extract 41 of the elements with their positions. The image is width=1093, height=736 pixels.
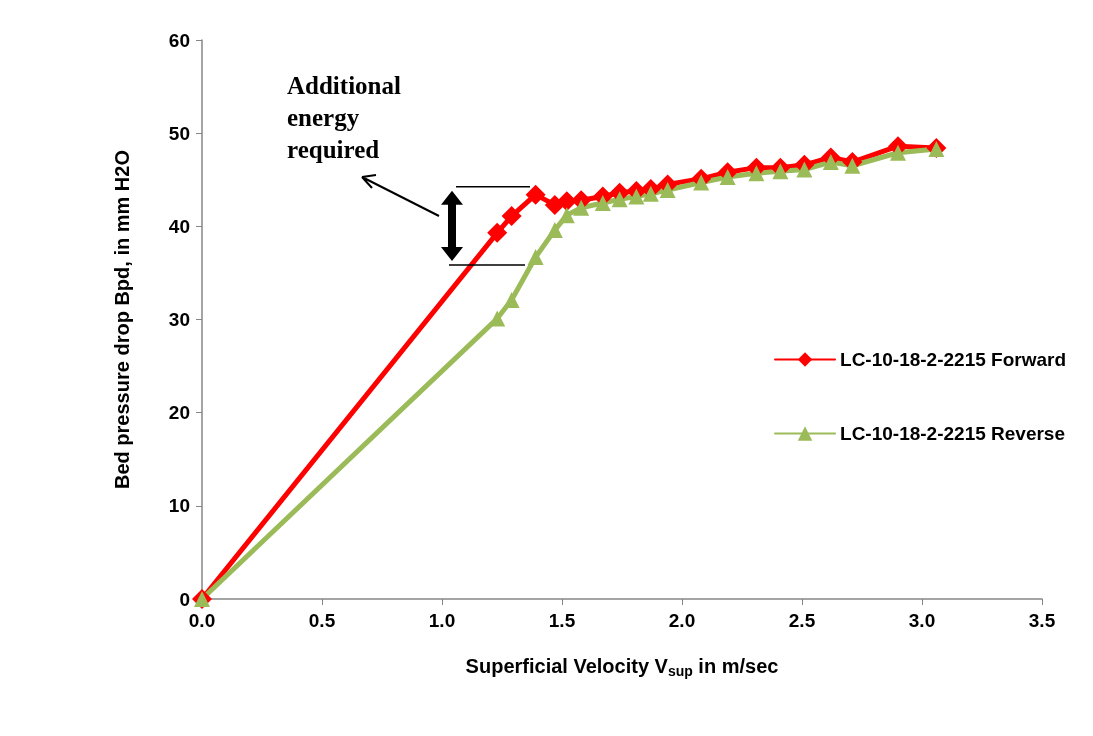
point — [556, 191, 577, 212]
point — [642, 185, 659, 202]
x-tick-label: 0.0 — [188, 610, 216, 631]
x-tick-label: 1.0 — [428, 610, 456, 631]
y-tick-label: 40 — [168, 215, 190, 237]
y-tick-label: 10 — [168, 495, 190, 517]
x-tick-label: 0.5 — [308, 610, 336, 631]
point — [748, 165, 765, 182]
point — [503, 291, 520, 308]
y-tick-label: 60 — [168, 29, 190, 51]
y-tick-label: 0 — [179, 588, 190, 610]
point — [501, 206, 522, 227]
y-tick-label: 30 — [168, 309, 190, 330]
point — [822, 154, 839, 171]
point — [772, 163, 789, 180]
point — [719, 168, 736, 185]
point — [558, 207, 575, 224]
y-tick-label: 20 — [168, 402, 190, 424]
x-tick-label: 3.0 — [908, 610, 936, 631]
x-tick-label: 1.5 — [548, 610, 576, 631]
point — [611, 191, 628, 208]
point — [525, 184, 546, 205]
x-tick-label: 2.0 — [668, 610, 696, 631]
point — [487, 222, 508, 243]
point — [594, 195, 611, 212]
point — [693, 174, 710, 191]
legend-label: LC-10-18-2-2215 Reverse — [840, 423, 1065, 444]
point — [546, 222, 563, 239]
annotation: Additional energy required — [287, 71, 402, 165]
point — [573, 199, 590, 216]
y-tick-label: 50 — [168, 122, 190, 144]
point — [796, 161, 813, 178]
point — [844, 157, 861, 174]
x-tick-label: 2.5 — [788, 610, 816, 631]
legend-label: LC-10-18-2-2215 Forward — [840, 349, 1066, 370]
point — [628, 188, 645, 205]
point — [659, 182, 676, 198]
y-axis-title: Bed pressure drop Bpd, in mm H2O — [111, 150, 133, 489]
point — [527, 249, 544, 266]
point — [890, 144, 906, 161]
x-tick-label: 3.5 — [1028, 610, 1056, 631]
